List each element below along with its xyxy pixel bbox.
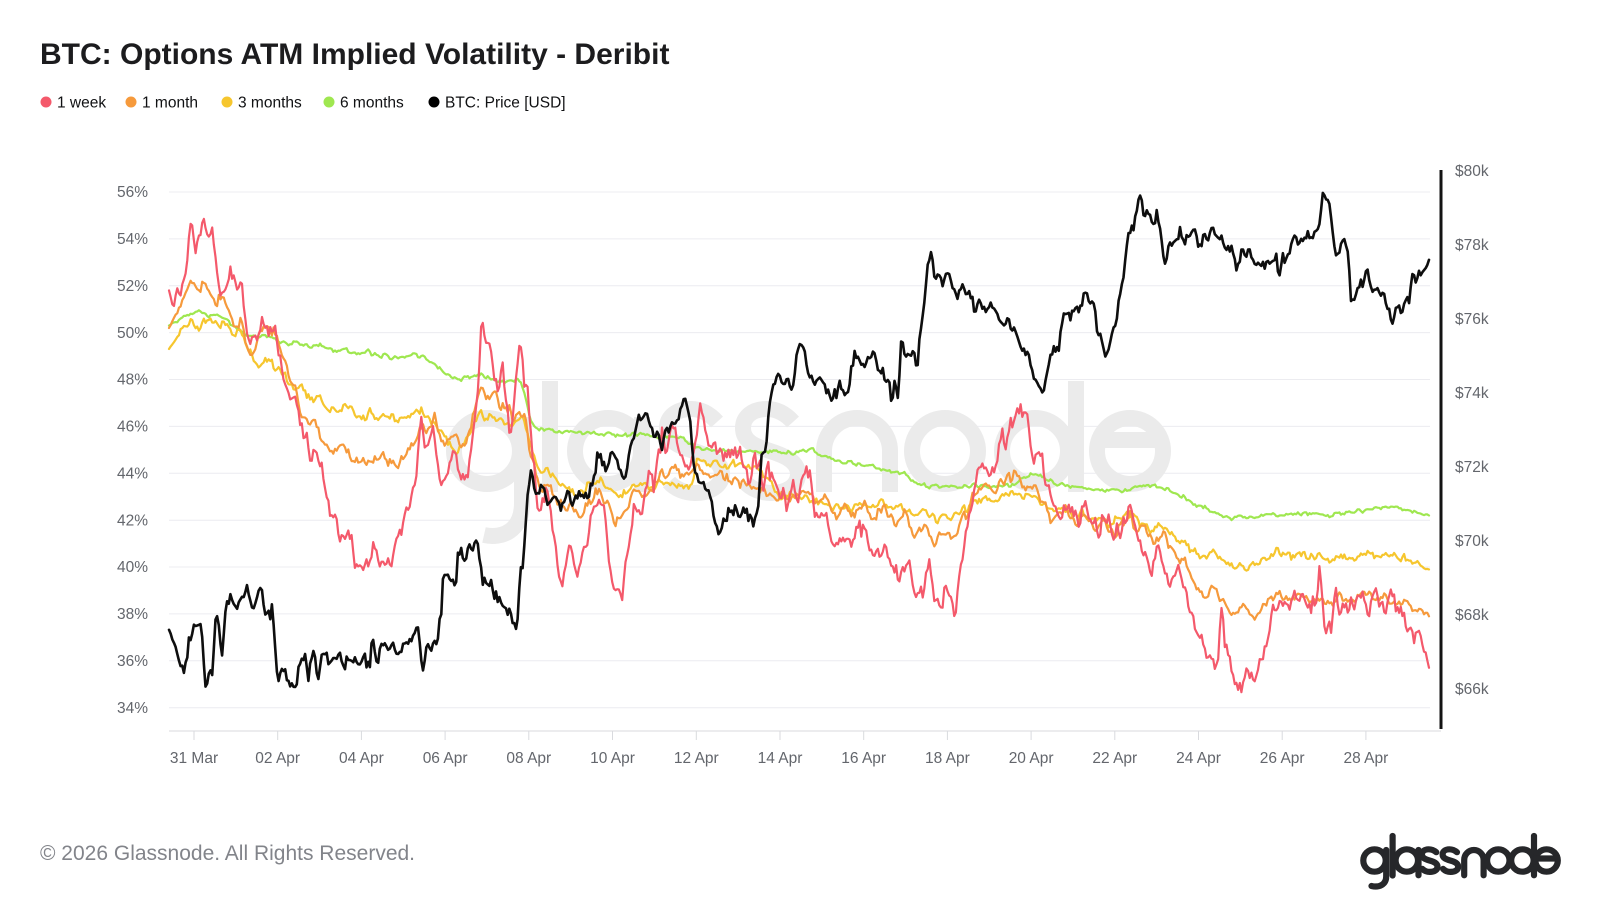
svg-text:42%: 42% (117, 512, 148, 529)
svg-text:20 Apr: 20 Apr (1009, 750, 1054, 767)
svg-text:28 Apr: 28 Apr (1343, 750, 1388, 767)
svg-text:$68k: $68k (1455, 607, 1489, 624)
svg-text:36%: 36% (117, 653, 148, 670)
svg-text:24 Apr: 24 Apr (1176, 750, 1221, 767)
svg-text:02 Apr: 02 Apr (255, 750, 300, 767)
svg-text:34%: 34% (117, 700, 148, 717)
svg-text:$66k: $66k (1455, 681, 1489, 698)
svg-text:$80k: $80k (1455, 163, 1489, 180)
svg-text:06 Apr: 06 Apr (423, 750, 468, 767)
svg-text:54%: 54% (117, 231, 148, 248)
svg-text:© 2026 Glassnode. All Rights R: © 2026 Glassnode. All Rights Reserved. (40, 842, 415, 865)
svg-text:04 Apr: 04 Apr (339, 750, 384, 767)
svg-text:10 Apr: 10 Apr (590, 750, 635, 767)
svg-text:$78k: $78k (1455, 237, 1489, 254)
svg-text:BTC: Price [USD]: BTC: Price [USD] (445, 95, 566, 112)
svg-text:31 Mar: 31 Mar (170, 750, 218, 767)
svg-text:16 Apr: 16 Apr (841, 750, 886, 767)
svg-text:44%: 44% (117, 466, 148, 483)
svg-text:1 week: 1 week (57, 95, 106, 112)
svg-text:6 months: 6 months (340, 95, 404, 112)
svg-text:12 Apr: 12 Apr (674, 750, 719, 767)
svg-text:52%: 52% (117, 278, 148, 295)
svg-text:38%: 38% (117, 606, 148, 623)
svg-text:14 Apr: 14 Apr (758, 750, 803, 767)
svg-text:$76k: $76k (1455, 311, 1489, 328)
svg-text:3 months: 3 months (238, 95, 302, 112)
svg-text:50%: 50% (117, 325, 148, 342)
svg-text:18 Apr: 18 Apr (925, 750, 970, 767)
svg-text:40%: 40% (117, 559, 148, 576)
svg-text:46%: 46% (117, 419, 148, 436)
svg-text:BTC: Options ATM Implied Volat: BTC: Options ATM Implied Volatility - De… (40, 38, 669, 71)
svg-text:08 Apr: 08 Apr (506, 750, 551, 767)
svg-text:48%: 48% (117, 372, 148, 389)
svg-text:56%: 56% (117, 184, 148, 201)
svg-text:1 month: 1 month (142, 95, 198, 112)
svg-text:26 Apr: 26 Apr (1260, 750, 1305, 767)
svg-text:$74k: $74k (1455, 385, 1489, 402)
svg-text:22 Apr: 22 Apr (1092, 750, 1137, 767)
svg-text:$70k: $70k (1455, 533, 1489, 550)
svg-text:$72k: $72k (1455, 459, 1489, 476)
